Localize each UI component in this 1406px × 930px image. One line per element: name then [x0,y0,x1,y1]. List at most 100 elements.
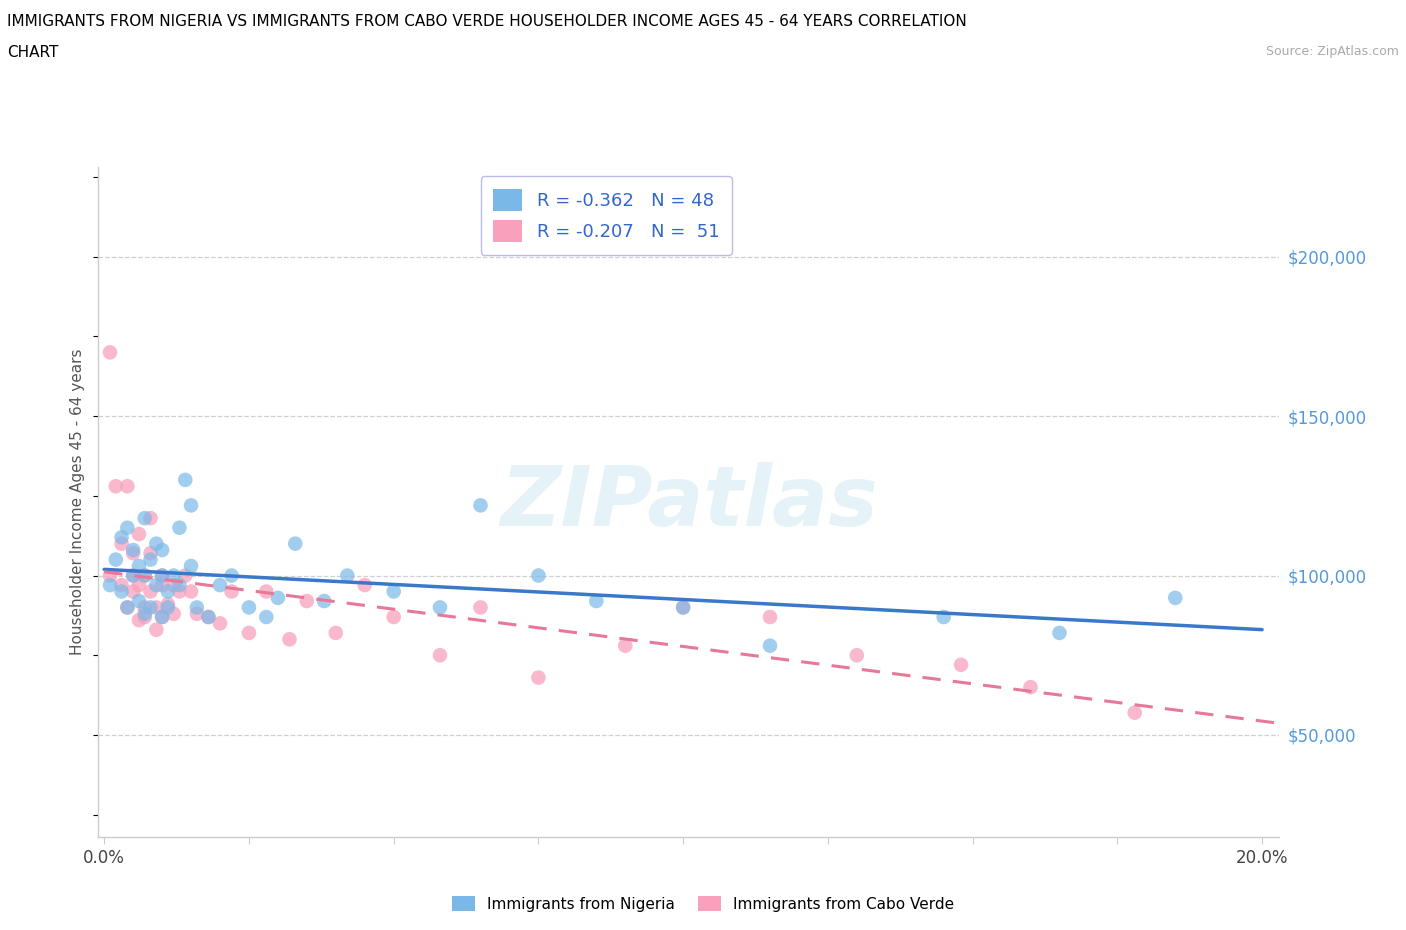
Point [150,609,173,624]
Point [134,606,156,621]
Point [169,584,191,599]
Point [134,600,156,615]
Point [470,600,492,615]
Point [759,609,782,624]
Point [98,568,121,583]
Point [110,537,132,551]
Y-axis label: Householder Income Ages 45 - 64 years: Householder Income Ages 45 - 64 years [70,349,86,656]
Point [174,568,197,583]
Point [98,578,121,592]
Point [186,600,208,615]
Point [169,520,191,535]
Point [197,609,219,624]
Point [128,593,150,608]
Legend: R = -0.362   N = 48, R = -0.207   N =  51: R = -0.362 N = 48, R = -0.207 N = 51 [481,177,733,255]
Point [221,568,243,583]
Point [254,584,277,599]
Point [128,559,150,574]
Point [336,568,359,583]
Point [110,584,132,599]
Point [139,552,162,567]
Point [585,593,607,608]
Point [104,552,127,567]
Point [353,578,375,592]
Point [117,479,139,494]
Point [238,626,260,641]
Point [156,584,179,599]
Point [1123,705,1146,720]
Point [1019,680,1042,695]
Point [186,606,208,621]
Point [295,593,318,608]
Point [845,648,868,663]
Point [156,597,179,612]
Point [122,568,145,583]
Point [122,546,145,561]
Point [145,622,167,637]
Point [163,568,186,583]
Text: Source: ZipAtlas.com: Source: ZipAtlas.com [1265,45,1399,58]
Point [382,609,405,624]
Point [150,568,173,583]
Point [150,578,173,592]
Point [180,498,202,512]
Point [429,648,451,663]
Point [950,658,973,672]
Text: CHART: CHART [7,45,59,60]
Point [672,600,695,615]
Point [117,600,139,615]
Point [156,600,179,615]
Point [139,584,162,599]
Point [180,584,202,599]
Point [117,520,139,535]
Point [208,616,231,631]
Point [134,568,156,583]
Point [139,546,162,561]
Point [759,638,782,653]
Point [122,584,145,599]
Point [180,559,202,574]
Point [163,606,186,621]
Point [128,613,150,628]
Point [527,671,550,685]
Point [238,600,260,615]
Point [429,600,451,615]
Point [145,537,167,551]
Point [150,609,173,624]
Point [117,600,139,615]
Point [267,591,290,605]
Point [314,593,336,608]
Point [98,345,121,360]
Point [169,578,191,592]
Point [382,584,405,599]
Text: IMMIGRANTS FROM NIGERIA VS IMMIGRANTS FROM CABO VERDE HOUSEHOLDER INCOME AGES 45: IMMIGRANTS FROM NIGERIA VS IMMIGRANTS FR… [7,14,967,29]
Point [208,578,231,592]
Point [197,609,219,624]
Point [284,537,307,551]
Point [134,609,156,624]
Point [1049,626,1071,641]
Point [104,479,127,494]
Point [470,498,492,512]
Point [614,638,637,653]
Point [134,568,156,583]
Legend: Immigrants from Nigeria, Immigrants from Cabo Verde: Immigrants from Nigeria, Immigrants from… [446,889,960,918]
Point [128,526,150,541]
Point [110,578,132,592]
Point [122,542,145,557]
Point [150,568,173,583]
Point [134,511,156,525]
Point [128,578,150,592]
Point [139,511,162,525]
Point [221,584,243,599]
Point [278,631,301,646]
Point [145,578,167,592]
Point [672,600,695,615]
Point [145,600,167,615]
Point [325,626,347,641]
Point [139,600,162,615]
Point [110,530,132,545]
Text: ZIPatlas: ZIPatlas [501,461,877,543]
Point [163,578,186,592]
Point [1164,591,1187,605]
